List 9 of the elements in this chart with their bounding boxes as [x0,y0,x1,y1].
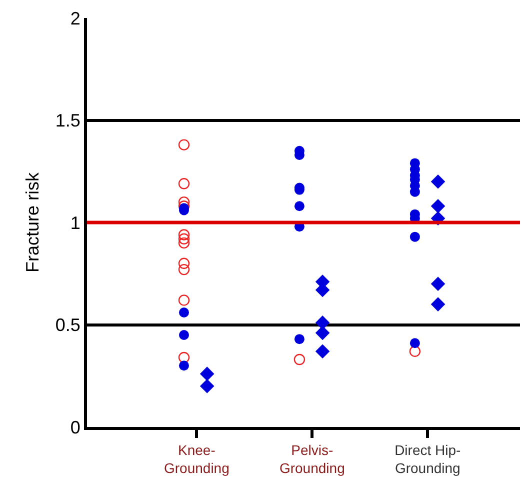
y-tick-label: 0 [70,417,80,438]
y-tick-label: 1.5 [55,110,80,131]
y-tick-label: 0.5 [55,315,80,336]
x-tick-label: Pelvis- Grounding [279,442,345,476]
x-tick-label: Knee- Grounding [164,442,230,476]
y-tick-label: 1 [70,212,80,233]
y-tick-label: 2 [70,8,80,28]
x-tick-label: Direct Hip- Grounding [394,442,462,476]
y-axis-title: Fracture risk [22,171,43,273]
